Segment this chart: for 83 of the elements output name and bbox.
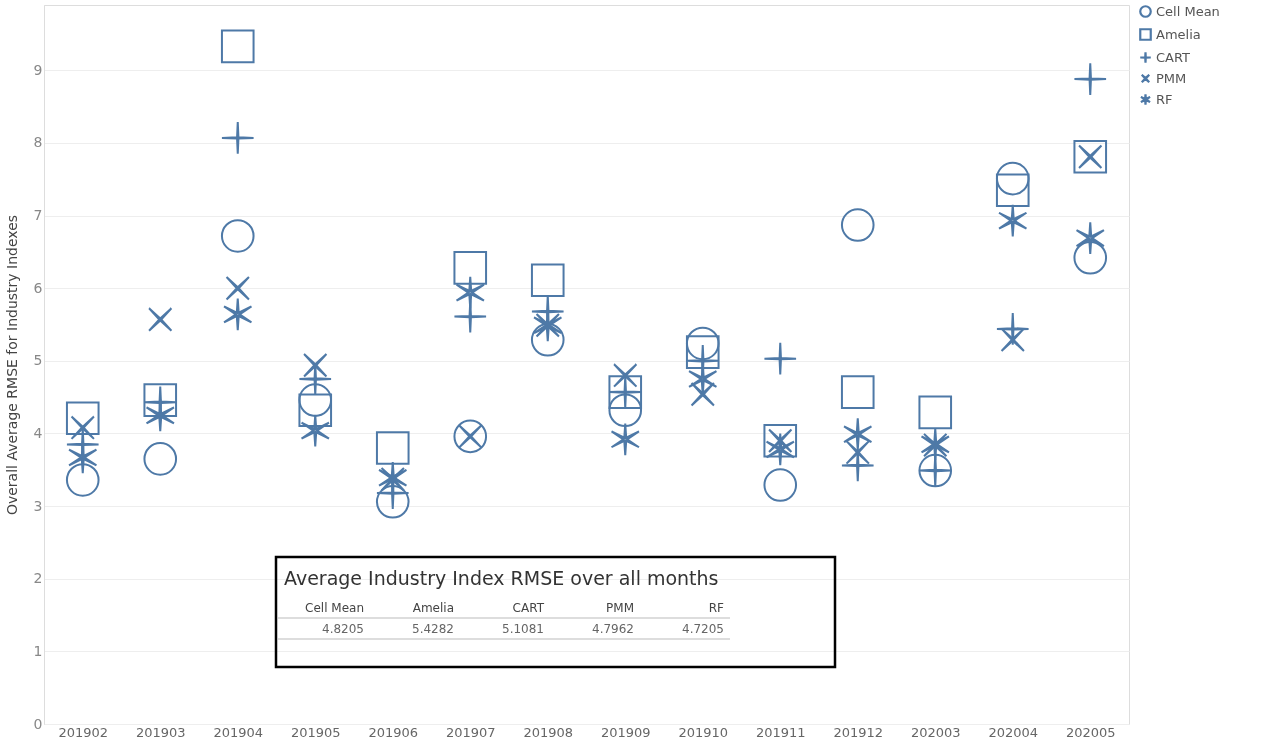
y-tick-label: 6 [33,279,43,296]
point [995,173,1030,208]
annotation: 4.8205 [322,622,364,636]
point [220,121,255,155]
point [65,463,100,497]
point [148,307,173,332]
annotation: 5.1081 [502,622,544,636]
annotation: RF [708,601,725,615]
y-tick-label: 2 [33,570,43,587]
point [455,275,485,310]
y-axis-title: Overall Average RMSE for Industry Indexes [3,214,20,516]
x-tick-label: 201912 [833,724,884,740]
point [840,208,875,242]
point [68,440,98,475]
point [690,382,715,407]
annotation: Average Industry Index RMSE over all months [284,567,719,589]
point [1075,221,1105,255]
x-tick-label: 201910 [678,724,729,740]
point [1073,240,1108,275]
annotation: 4.7962 [592,622,634,636]
point [143,442,178,476]
x-tick-label: 201903 [135,724,186,740]
y-tick-label: 4 [33,424,43,441]
point [530,323,565,357]
point [765,432,795,467]
annotation: Cell Mean [305,601,364,615]
point [220,219,255,253]
point [763,468,798,502]
x-tick-label: 201908 [523,724,574,740]
point [298,383,333,417]
point [843,417,873,452]
y-tick-label: 7 [33,207,43,224]
point [65,401,100,436]
x-tick-label: 202005 [1065,724,1116,740]
point [375,484,410,519]
legend-label: CART [1156,49,1191,65]
x-tick-label: 201911 [755,724,806,740]
point [300,413,330,448]
x-tick-label: 201909 [600,724,651,740]
x-tick-label: 201907 [445,724,496,740]
legend-label: Cell Mean [1156,3,1220,19]
annotation: 5.4282 [412,622,454,636]
annotation: 4.7205 [682,622,724,636]
point [998,203,1028,238]
annotation: CART [512,601,545,615]
y-tick-label: 9 [33,61,43,78]
point [610,422,640,457]
legend-label: RF [1156,91,1173,107]
legend-label: PMM [1156,70,1187,86]
point [225,276,250,301]
point [1073,62,1108,96]
x-tick-label: 201904 [213,724,264,740]
y-tick-label: 0 [33,715,43,732]
annotation: PMM [606,601,634,615]
point [613,363,638,388]
point [845,440,870,465]
y-tick-label: 1 [33,642,43,659]
point [685,335,720,369]
x-tick-label: 202003 [910,724,961,740]
x-tick-label: 202004 [988,724,1039,740]
point [378,460,408,495]
point [145,398,175,433]
point [530,263,565,298]
point [303,353,328,378]
point [918,395,953,430]
y-tick-label: 8 [33,134,43,151]
point [763,341,798,376]
x-tick-label: 201902 [58,724,109,740]
point [453,251,488,285]
point [223,297,253,332]
x-tick-label: 201905 [290,724,341,740]
point [220,29,255,64]
point [995,161,1030,196]
point [375,431,410,465]
annotation: Amelia [412,601,454,615]
point [608,393,643,428]
point [840,375,875,409]
y-tick-label: 5 [33,352,43,369]
point [685,326,720,361]
y-tick-label: 3 [33,497,43,514]
x-tick-label: 201906 [368,724,419,740]
legend-label: Amelia [1156,26,1201,42]
point [298,393,333,428]
